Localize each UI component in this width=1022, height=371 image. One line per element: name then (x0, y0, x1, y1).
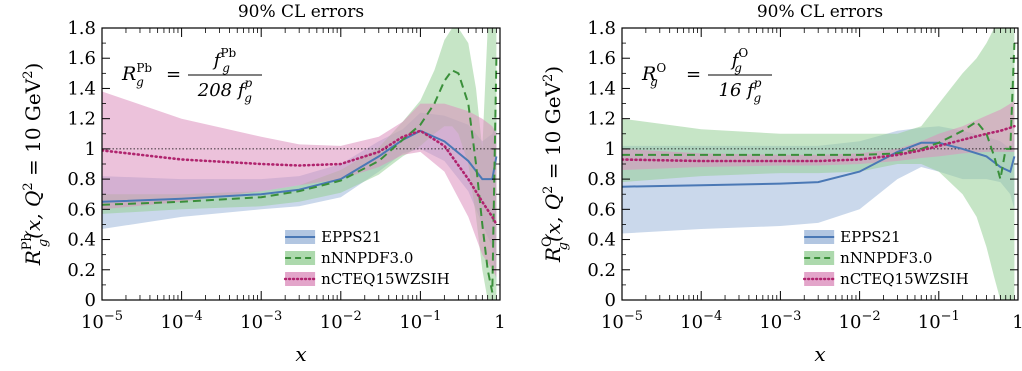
x-tick-label: 10−5 (81, 309, 123, 333)
plot-area (102, 28, 500, 300)
y-tick-label: 1.4 (67, 78, 96, 99)
y-tick-label: 1.2 (587, 109, 616, 130)
y-axis-label: RPbg(x, Q2 = 10 GeV2) (20, 63, 51, 267)
x-tick-label: 10−4 (161, 309, 203, 333)
line-epps21 (622, 141, 1016, 188)
legend-label: EPPS21 (840, 228, 901, 246)
y-tick-label: 1.8 (587, 18, 616, 39)
y-tick-label: 1 (605, 139, 616, 160)
y-tick-label: 1 (85, 139, 96, 160)
x-tick-label: 10−2 (839, 309, 881, 333)
legend-label: nCTEQ15WZSIH (321, 270, 450, 288)
x-tick-label: 10−3 (240, 309, 282, 333)
legend-label: nNNPDF3.0 (840, 249, 932, 267)
formula-numerator: fO g (730, 46, 749, 75)
formula-lhs: RO g (641, 61, 666, 89)
x-tick-label: 10−2 (320, 309, 362, 333)
formula-lhs: RPb g (121, 61, 152, 89)
formula-denominator: 16 fp g (719, 76, 762, 105)
line-ncteq15wzsih (622, 124, 1016, 163)
y-tick-label: 1.6 (67, 48, 96, 69)
chart-title: 90% CL errors (757, 2, 883, 22)
formula-equals: = (686, 64, 701, 85)
line-ncteq15wzsih (102, 129, 498, 226)
ratio-formula: RO g = fO g16 fp g (641, 46, 772, 105)
formula-numerator: fPb g (212, 46, 237, 75)
band-ncteq15wzsih (622, 100, 1015, 170)
line-nnnpdf3-0 (622, 43, 1016, 180)
legend-label: nNNPDF3.0 (321, 249, 413, 267)
chart-title: 90% CL errors (238, 2, 364, 22)
panel-1: 0 0.2 0.4 0.6 0.8 1 1.2 1.4 1.6 1.8 10−5 10−4 10−3 10… (20, 2, 506, 366)
x-tick-label: 10−3 (759, 309, 801, 333)
x-tick-label: 1 (494, 312, 505, 333)
y-tick-label: 0 (605, 290, 616, 311)
y-tick-label: 0.2 (587, 260, 616, 281)
x-tick-label: 10−5 (601, 309, 643, 333)
x-tick-label: 10−1 (918, 309, 960, 333)
y-tick-label: 0.8 (587, 169, 616, 190)
y-tick-label: 1.4 (587, 78, 616, 99)
y-tick-label: 1.8 (67, 18, 96, 39)
y-tick-label: 0.4 (67, 230, 96, 251)
panel-2: 0 0.2 0.4 0.6 0.8 1 1.2 1.4 1.6 1.8 10−5 10−4 10−3 10… (540, 2, 1022, 366)
band-nnnpdf3-0 (102, 28, 497, 300)
x-tick-label: 10−1 (399, 309, 441, 333)
y-axis-label: ROg(x, Q2 = 10 GeV2) (540, 66, 571, 263)
x-axis-label: x (295, 342, 306, 366)
y-tick-label: 0.6 (587, 199, 616, 220)
formula-denominator: 208 fp g (197, 76, 253, 105)
y-tick-label: 1.6 (587, 48, 616, 69)
y-tick-label: 1.2 (67, 109, 96, 130)
y-tick-label: 0.6 (67, 199, 96, 220)
x-tick-label: 1 (1012, 312, 1022, 333)
x-tick-label: 10−4 (680, 309, 722, 333)
plot-area (622, 28, 1018, 300)
y-tick-label: 0.8 (67, 169, 96, 190)
band-ncteq15wzsih (102, 91, 497, 278)
legend: EPPS21 nNNPDF3.0 nCTEQ15WZSIH (283, 228, 450, 288)
formula-equals: = (166, 64, 181, 85)
legend: EPPS21 nNNPDF3.0 nCTEQ15WZSIH (802, 228, 969, 288)
x-axis-label: x (814, 342, 825, 366)
legend-label: nCTEQ15WZSIH (840, 270, 969, 288)
y-tick-label: 0.4 (587, 230, 616, 251)
y-tick-label: 0 (85, 290, 96, 311)
legend-label: EPPS21 (321, 228, 382, 246)
y-tick-label: 0.2 (67, 260, 96, 281)
